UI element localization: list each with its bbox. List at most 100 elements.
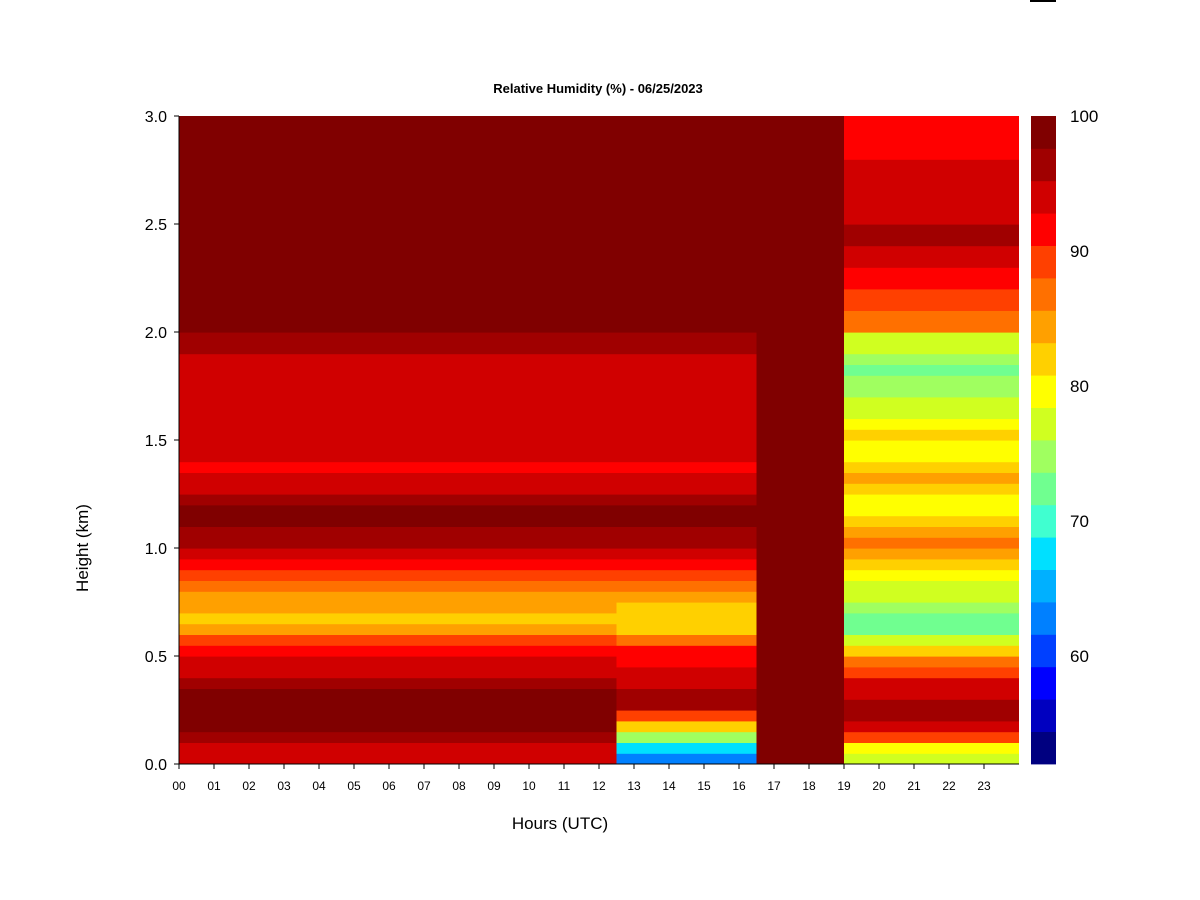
heatmap-cell	[931, 623, 950, 635]
heatmap-cell	[546, 245, 565, 268]
heatmap-cell	[686, 591, 705, 603]
heatmap-cell	[371, 375, 390, 387]
heatmap-cell	[1001, 418, 1019, 430]
heatmap-cell	[564, 440, 583, 452]
heatmap-cell	[336, 656, 355, 668]
heatmap-cell	[721, 159, 740, 182]
heatmap-cell	[774, 332, 793, 344]
heatmap-cell	[301, 159, 320, 182]
heatmap-cell	[179, 245, 198, 268]
heatmap-cell	[791, 666, 810, 679]
heatmap-cell	[511, 753, 530, 764]
heatmap-cell	[581, 602, 600, 614]
heatmap-cell	[599, 634, 618, 646]
heatmap-cell	[914, 558, 933, 571]
colorbar-swatch	[1031, 634, 1056, 668]
heatmap-cell	[231, 753, 250, 764]
heatmap-cell	[494, 386, 513, 398]
colorbar-tick-label: 60	[1070, 647, 1089, 666]
heatmap-cell	[371, 645, 390, 657]
heatmap-cell	[704, 591, 723, 603]
heatmap-cell	[931, 440, 950, 452]
heatmap-cell	[844, 159, 863, 182]
heatmap-cell	[459, 526, 478, 538]
heatmap-cell	[861, 310, 880, 333]
heatmap-cell	[179, 742, 198, 754]
heatmap-cell	[844, 731, 863, 743]
heatmap-cell	[774, 267, 793, 290]
heatmap-cell	[721, 267, 740, 290]
heatmap-cell	[424, 753, 443, 764]
heatmap-cell	[984, 310, 1003, 333]
heatmap-cell	[529, 720, 548, 733]
heatmap-cell	[739, 548, 758, 560]
heatmap-cell	[301, 634, 320, 646]
heatmap-cell	[984, 591, 1003, 603]
heatmap-cell	[371, 753, 390, 764]
heatmap-cell	[406, 353, 425, 365]
heatmap-cell	[231, 677, 250, 689]
heatmap-cell	[756, 450, 775, 463]
heatmap-cell	[704, 440, 723, 452]
heatmap-cell	[809, 699, 828, 711]
heatmap-cell	[546, 342, 565, 355]
heatmap-cell	[494, 742, 513, 754]
heatmap-cell	[389, 353, 408, 365]
heatmap-cell	[564, 515, 583, 527]
heatmap-cell	[231, 612, 250, 625]
heatmap-cell	[686, 116, 705, 139]
heatmap-cell	[354, 245, 373, 268]
heatmap-cell	[529, 342, 548, 355]
heatmap-cell	[756, 202, 775, 225]
heatmap-cell	[564, 461, 583, 473]
heatmap-cell	[739, 699, 758, 711]
heatmap-cell	[704, 558, 723, 571]
heatmap-cell	[616, 710, 635, 722]
heatmap-cell	[756, 483, 775, 495]
heatmap-cell	[966, 332, 985, 344]
heatmap-cell	[284, 180, 303, 203]
heatmap-cell	[651, 310, 670, 333]
heatmap-cell	[214, 267, 233, 290]
heatmap-cell	[914, 623, 933, 635]
heatmap-cell	[319, 623, 338, 635]
heatmap-cell	[809, 753, 828, 764]
heatmap-cell	[179, 677, 198, 689]
heatmap-cell	[984, 159, 1003, 182]
heatmap-cell	[721, 753, 740, 764]
heatmap-cell	[266, 407, 285, 419]
heatmap-cell	[879, 180, 898, 203]
heatmap-cell	[511, 623, 530, 635]
heatmap-cell	[791, 634, 810, 646]
heatmap-cell	[861, 375, 880, 387]
heatmap-cell	[826, 548, 845, 560]
heatmap-cell	[459, 386, 478, 398]
heatmap-cell	[406, 666, 425, 679]
heatmap-cell	[844, 612, 863, 625]
heatmap-cell	[721, 537, 740, 549]
heatmap-cell	[196, 569, 215, 581]
heatmap-cell	[651, 645, 670, 657]
heatmap-cell	[441, 742, 460, 754]
heatmap-cell	[984, 353, 1003, 365]
heatmap-cell	[669, 612, 688, 625]
heatmap-cell	[424, 386, 443, 398]
heatmap-cell	[896, 137, 915, 160]
heatmap-cell	[249, 504, 268, 517]
heatmap-cell	[494, 558, 513, 571]
heatmap-cell	[179, 116, 198, 139]
heatmap-cell	[564, 180, 583, 203]
heatmap-cell	[809, 137, 828, 160]
heatmap-cell	[686, 537, 705, 549]
heatmap-cell	[616, 418, 635, 430]
heatmap-cell	[704, 472, 723, 484]
heatmap-cell	[616, 623, 635, 635]
heatmap-cell	[179, 504, 198, 517]
heatmap-cell	[826, 602, 845, 614]
heatmap-cell	[406, 137, 425, 160]
heatmap-cell	[809, 245, 828, 268]
heatmap-cell	[406, 515, 425, 527]
heatmap-cell	[931, 666, 950, 679]
heatmap-cell	[231, 137, 250, 160]
heatmap-cell	[984, 742, 1003, 754]
